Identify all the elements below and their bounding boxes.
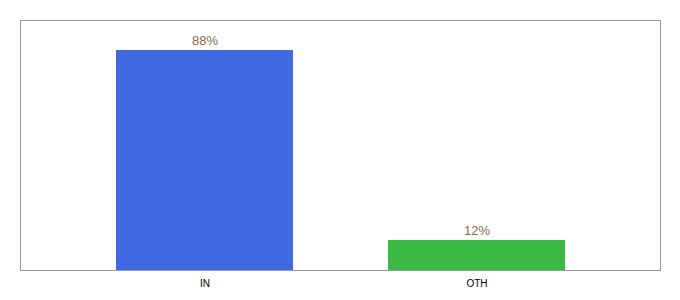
svg-text:88%: 88% bbox=[192, 33, 218, 48]
svg-text:OTH: OTH bbox=[466, 278, 487, 289]
svg-text:12%: 12% bbox=[464, 223, 490, 238]
svg-text:IN: IN bbox=[200, 278, 210, 289]
